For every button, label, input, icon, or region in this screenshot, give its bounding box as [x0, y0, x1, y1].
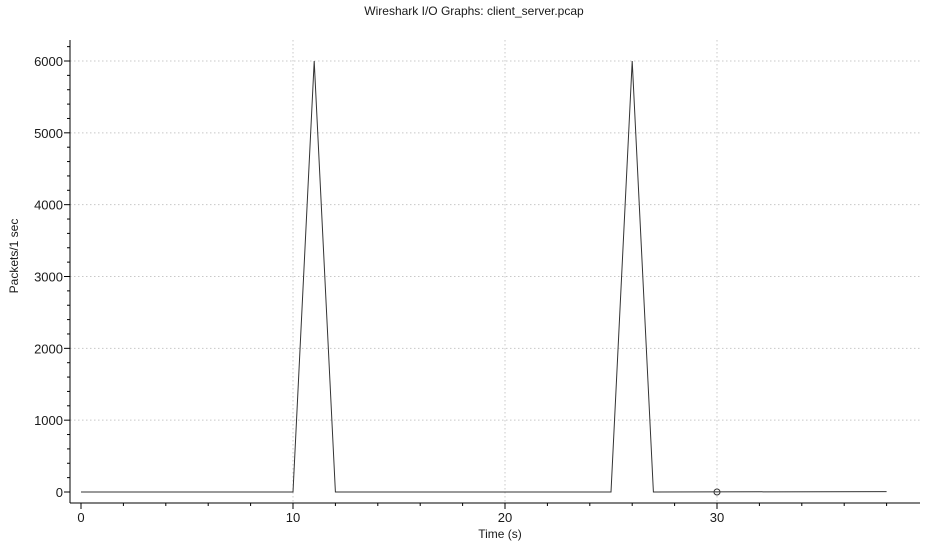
y-tick-label: 1000 [34, 413, 63, 428]
y-tick-label: 0 [56, 485, 63, 500]
grid [70, 40, 920, 503]
y-axis-label: Packets/1 sec [7, 219, 21, 294]
series-group [81, 60, 887, 493]
x-tick-label: 0 [77, 510, 84, 525]
y-tick-label: 4000 [34, 198, 63, 213]
chart-title: Wireshark I/O Graphs: client_server.pcap [364, 4, 584, 18]
markers [713, 488, 721, 496]
x-tick-label: 30 [710, 510, 724, 525]
y-tick-label: 2000 [34, 341, 63, 356]
y-tick-label: 5000 [34, 126, 63, 141]
series-line [81, 60, 887, 493]
y-tick-label: 6000 [34, 54, 63, 69]
ticks: 0 10 20 30 0 1000 2000 3000 4000 5000 6000 [34, 46, 888, 525]
y-tick-label: 3000 [34, 270, 63, 285]
x-tick-label: 10 [286, 510, 300, 525]
axes [69, 40, 920, 504]
x-axis-label: Time (s) [478, 527, 522, 541]
data-marker [713, 488, 721, 496]
x-tick-label: 20 [498, 510, 512, 525]
